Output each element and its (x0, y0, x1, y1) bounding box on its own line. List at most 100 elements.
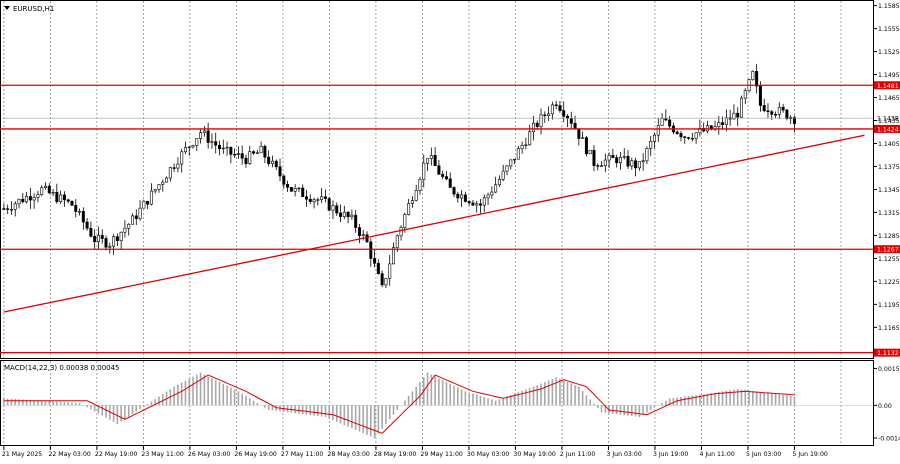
candle-body (762, 105, 766, 112)
macd-tick-label: 0.00158 (878, 366, 900, 373)
candle-body (652, 134, 656, 142)
x-tick-label: 3 Jun 03:00 (606, 451, 641, 458)
candle-body (766, 110, 770, 112)
price-axis: 1.15851.15551.15251.14951.14651.14351.14… (874, 3, 900, 443)
y-tick-label: 1.1165 (878, 325, 900, 332)
candle-body (252, 151, 256, 154)
candle-body (369, 241, 373, 259)
candle-body (2, 208, 6, 210)
candle-body (93, 236, 97, 243)
candle-body (357, 227, 361, 236)
macd-signal-line (3, 374, 795, 434)
candle-body (55, 191, 59, 202)
candle-body (278, 166, 282, 177)
candle-body (172, 167, 176, 169)
candle-body (320, 196, 324, 200)
y-tick-label: 1.1435 (878, 118, 900, 125)
candle-body (535, 122, 539, 127)
candle-body (259, 145, 263, 154)
y-tick-label: 1.1195 (878, 302, 900, 309)
candle-body (637, 161, 641, 169)
candle-body (149, 190, 153, 205)
candle-body (85, 221, 89, 229)
candle-body (240, 153, 244, 159)
candle-body (478, 203, 482, 206)
candle-body (539, 114, 543, 127)
y-tick-label: 1.1255 (878, 256, 900, 263)
candle-body (323, 196, 327, 199)
candle-body (221, 147, 225, 150)
candle-body (792, 117, 796, 124)
candle-body (520, 145, 524, 150)
candle-body (441, 173, 445, 177)
candle-body (40, 187, 44, 196)
candle-body (312, 199, 316, 202)
candle-body (195, 138, 199, 146)
macd-histogram (2, 372, 873, 438)
candle-body (770, 111, 774, 115)
candle-body (176, 163, 180, 169)
candle-body (123, 227, 127, 233)
candle-body (558, 105, 562, 111)
candle-body (414, 190, 418, 201)
candle-body (721, 122, 725, 125)
candle-body (233, 154, 237, 156)
y-tick-label: 1.1555 (878, 26, 900, 33)
candle-body (25, 196, 29, 203)
candle-body (524, 144, 528, 146)
candles (2, 63, 796, 289)
candle-body (153, 189, 157, 192)
candle-body (781, 106, 785, 111)
candle-body (119, 231, 123, 242)
candle-body (388, 263, 392, 279)
candle-body (777, 106, 781, 115)
candle-body (630, 160, 634, 167)
candle-body (448, 178, 452, 188)
candle-body (494, 184, 498, 193)
candle-body (96, 234, 100, 243)
candle-body (407, 203, 411, 215)
candle-body (236, 153, 240, 155)
candle-body (577, 128, 581, 139)
candle-body (739, 97, 743, 118)
candle-body (588, 149, 592, 155)
candle-body (490, 191, 494, 196)
y-tick-label: 1.1285 (878, 233, 900, 240)
x-tick-label: 3 Jun 19:00 (653, 451, 688, 458)
macd-tick-label: -0.0014 (878, 436, 900, 443)
candle-body (550, 104, 554, 115)
macd-pane-frame (0, 360, 874, 446)
candle-body (342, 211, 346, 217)
level-price-tag (874, 348, 900, 357)
candle-body (214, 141, 218, 146)
candle-body (554, 104, 558, 107)
level-price-label: 1.1267 (877, 247, 899, 254)
level-price-tag (874, 81, 900, 90)
x-tick-label: 30 May 19:00 (513, 451, 555, 458)
candle-body (422, 162, 426, 180)
candle-body (611, 154, 615, 158)
candle-body (732, 112, 736, 120)
x-tick-label: 2 Jun 11:00 (560, 451, 595, 458)
x-tick-label: 5 Jun 03:00 (746, 451, 781, 458)
menu-triangle-icon[interactable] (4, 6, 10, 10)
symbol-title: EURUSD,H1 (13, 5, 54, 13)
candle-body (475, 203, 479, 206)
candle-body (66, 199, 70, 202)
candle-body (267, 156, 271, 164)
x-tick-label: 22 May 03:00 (48, 451, 90, 458)
x-tick-label: 27 May 11:00 (281, 451, 323, 458)
candle-body (622, 156, 626, 158)
x-tick-label: 5 Jun 19:00 (792, 451, 827, 458)
candle-body (418, 179, 422, 191)
candle-body (751, 71, 755, 80)
candle-body (180, 151, 184, 165)
candle-body (21, 198, 25, 203)
candle-body (403, 214, 407, 228)
candle-body (248, 151, 252, 164)
candle-body (43, 185, 47, 188)
y-tick-label: 1.1465 (878, 95, 900, 102)
candle-body (785, 109, 789, 119)
candle-body (183, 147, 187, 153)
